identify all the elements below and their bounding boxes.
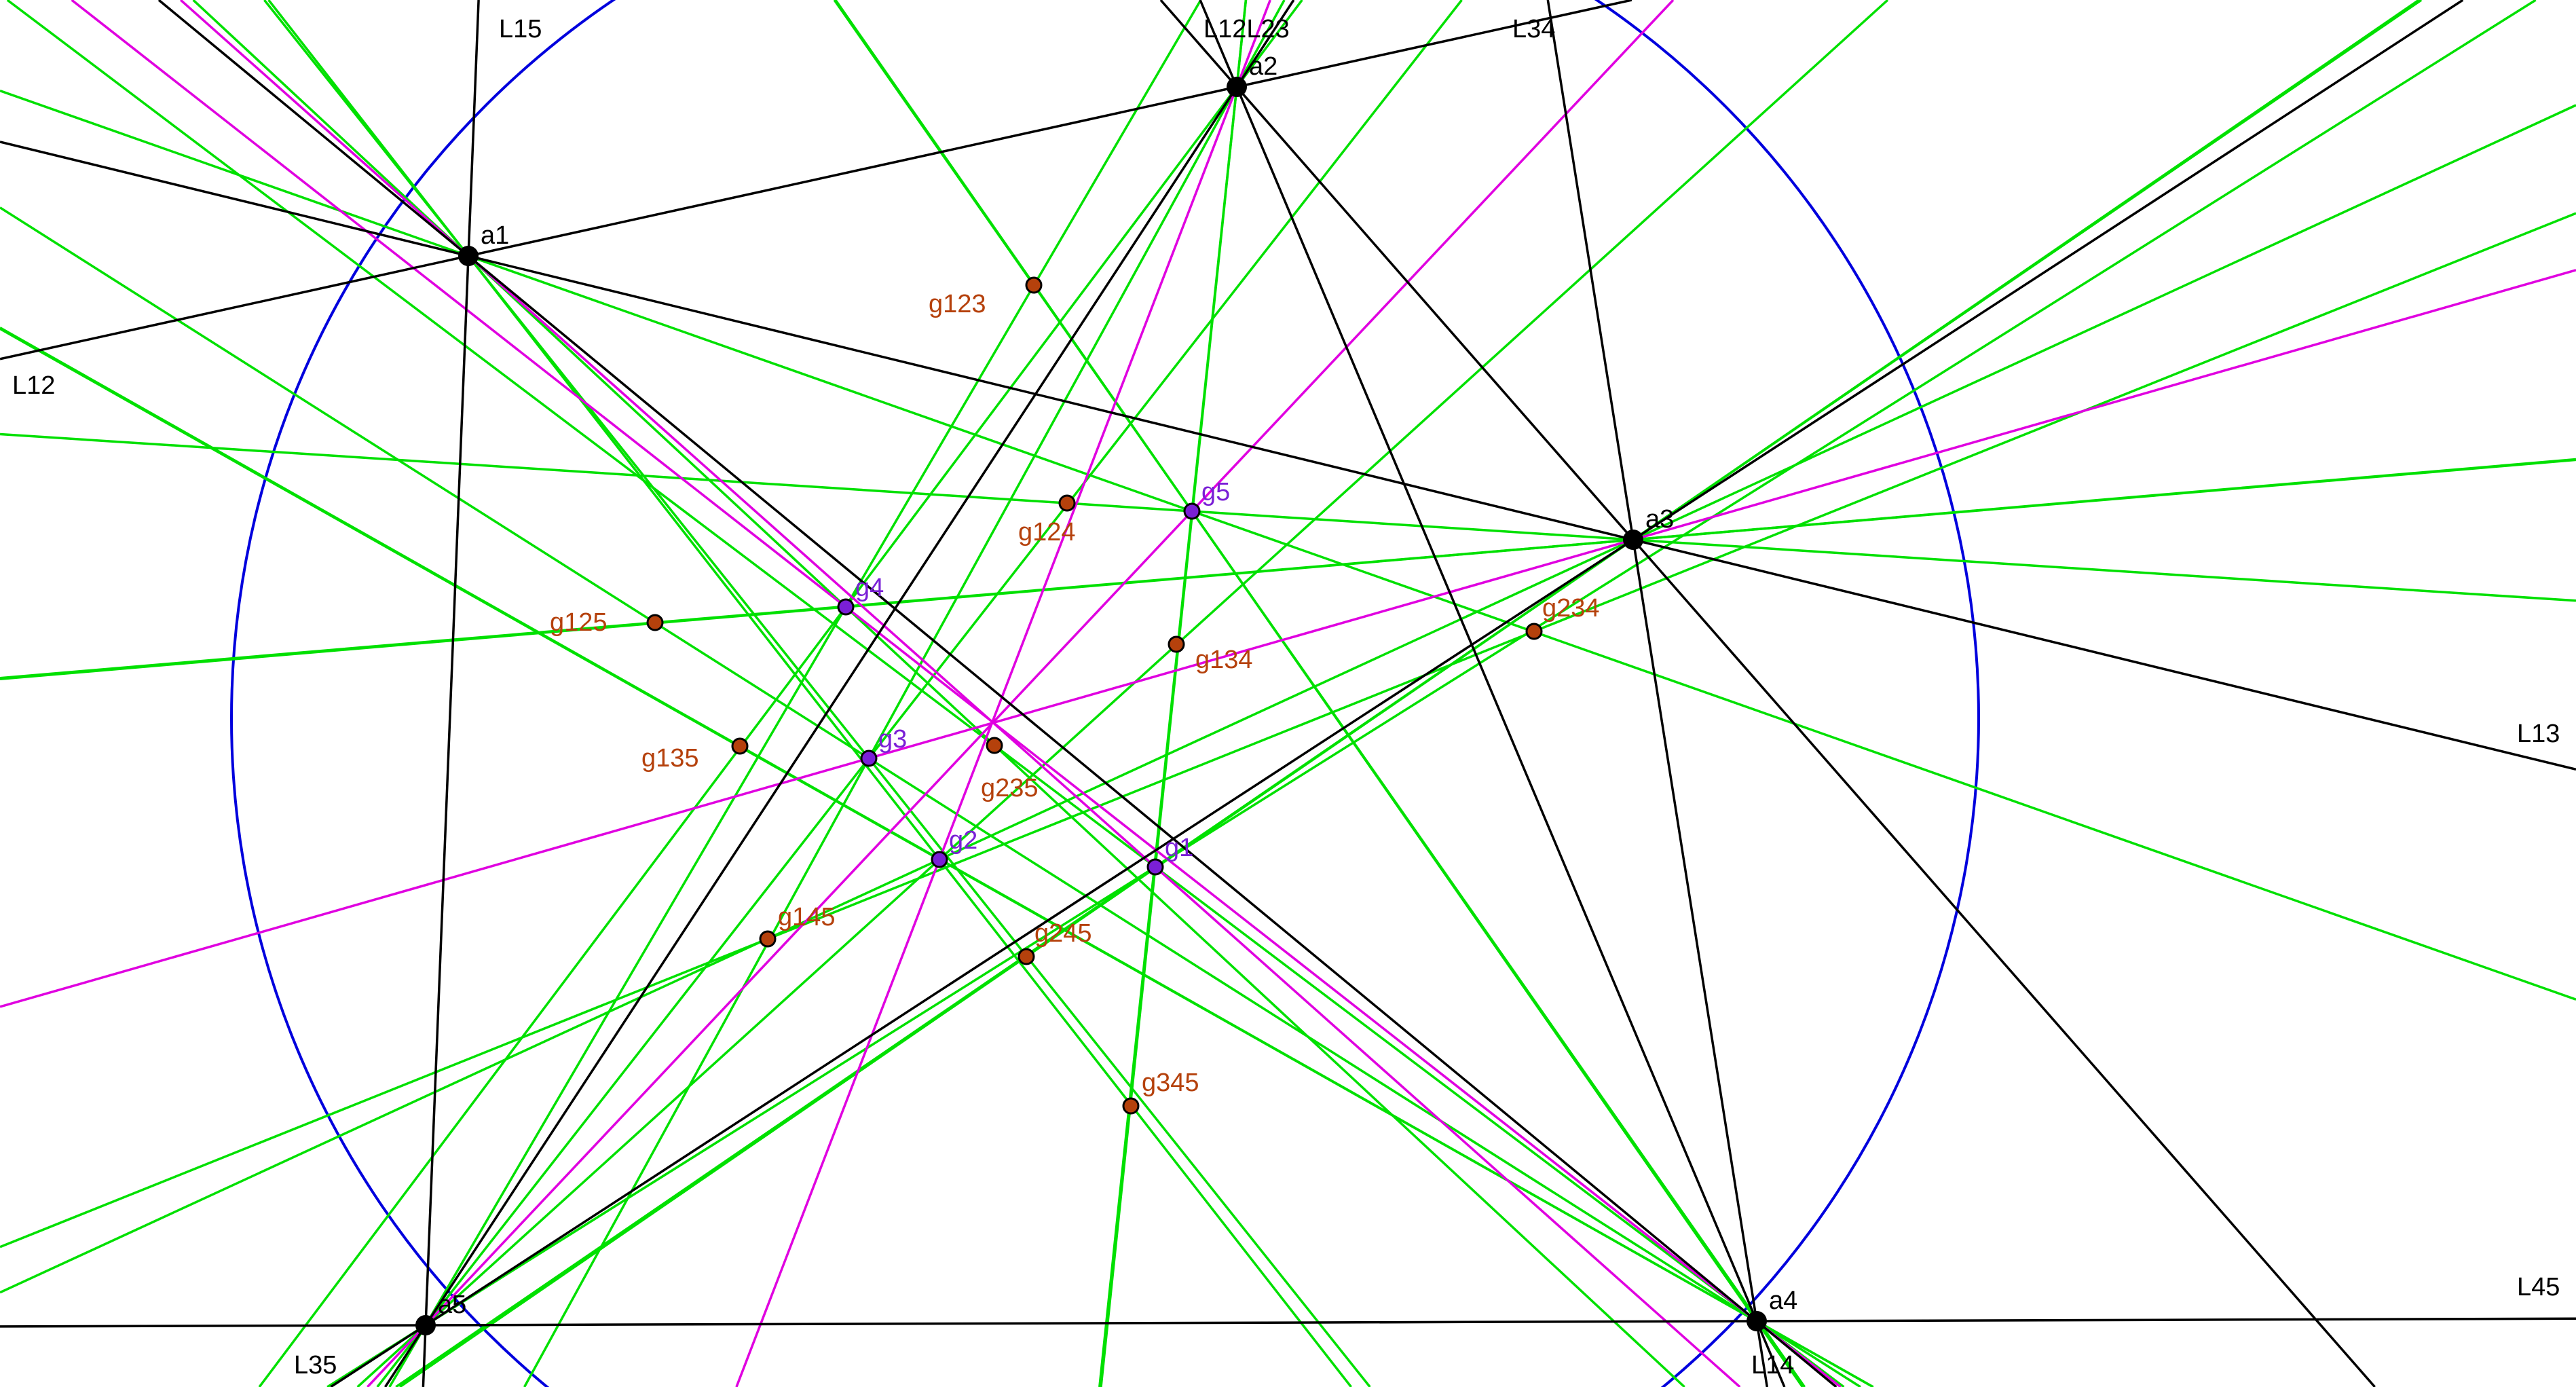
- g-triple-points: g123 g124 g125 g134 g135 g145 g234 g235 g245 g345: [550, 276, 1600, 1115]
- point-g245[interactable]: [1018, 948, 1035, 965]
- green-line-a3-g2: [0, 104, 2576, 1294]
- label-g1: g1: [1165, 834, 1193, 862]
- label-a4: a4: [1769, 1287, 1797, 1315]
- magenta-line-a1-g1: [179, 0, 1741, 1387]
- green-line-a5-g3: [376, 0, 1463, 1387]
- line-label-l12l23: L12L23: [1203, 15, 1290, 43]
- green-line-g234-g145: [0, 212, 2576, 1249]
- point-g134[interactable]: [1168, 635, 1185, 653]
- point-a1[interactable]: [458, 246, 479, 266]
- label-a5: a5: [438, 1291, 466, 1319]
- label-g245: g245: [1034, 919, 1092, 948]
- point-g234[interactable]: [1525, 623, 1543, 640]
- label-g345: g345: [1142, 1069, 1199, 1097]
- label-g4: g4: [855, 574, 884, 602]
- green-line-a5-g2: [356, 0, 1889, 1387]
- label-g123: g123: [929, 290, 986, 318]
- point-g135[interactable]: [731, 737, 749, 755]
- point-g235[interactable]: [986, 737, 1003, 754]
- black-line-a2-a3: [1159, 0, 2376, 1387]
- blue-circle: [230, 0, 1980, 1387]
- black-line-a1-a3: [0, 141, 2576, 771]
- green-line-a2-g5: [1098, 0, 1248, 1387]
- point-g124[interactable]: [1058, 494, 1076, 512]
- point-a2[interactable]: [1227, 77, 1247, 97]
- line-label-l14: L14: [1751, 1351, 1794, 1380]
- black-line-a2-a5: [384, 0, 1295, 1387]
- magenta-line-a5-g5: [367, 0, 1675, 1387]
- green-line-a3-g5: [0, 432, 2576, 602]
- line-labels: L15 L12L23 L34 L12 L13 L45 L35 L14: [12, 15, 2560, 1380]
- label-g135: g135: [641, 744, 699, 773]
- black-line-a1-a5: [422, 0, 480, 1387]
- label-a2: a2: [1249, 52, 1277, 81]
- green-line-g245-a3: [398, 0, 2420, 1387]
- green-line-a5-g4: [388, 0, 1202, 1387]
- green-line-g125-a3: [0, 458, 2576, 680]
- point-a3[interactable]: [1623, 530, 1643, 550]
- black-line-a3-a4: [1546, 0, 1769, 1387]
- point-g4[interactable]: [837, 598, 855, 616]
- green-line-a1-g3: [263, 0, 1371, 1387]
- green-line-g123-g5: [833, 0, 1806, 1387]
- green-line-a4-g3: [0, 206, 1861, 1387]
- green-line-a5-g1: [326, 0, 2537, 1387]
- line-label-l34: L34: [1512, 15, 1555, 43]
- line-label-l45: L45: [2517, 1273, 2560, 1301]
- green-line-a2-g3: [523, 0, 1286, 1387]
- label-g235: g235: [981, 774, 1039, 802]
- line-label-l12: L12: [12, 371, 55, 400]
- point-g2[interactable]: [931, 851, 948, 868]
- point-a4[interactable]: [1747, 1311, 1767, 1331]
- label-g125: g125: [550, 608, 608, 637]
- label-a1: a1: [481, 221, 509, 250]
- label-g124: g124: [1018, 518, 1076, 547]
- magenta-line-a2-g2: [735, 0, 1271, 1387]
- a-points: a1 a2 a3 a4 a5: [415, 52, 1797, 1335]
- line-label-l15: L15: [499, 15, 542, 43]
- label-g5: g5: [1201, 478, 1230, 506]
- point-g125[interactable]: [646, 614, 664, 631]
- line-label-l13: L13: [2517, 720, 2560, 748]
- point-a5[interactable]: [415, 1315, 436, 1335]
- point-g1[interactable]: [1146, 858, 1164, 876]
- point-g3[interactable]: [860, 750, 878, 767]
- black-line-a3-a5: [330, 0, 2464, 1387]
- point-g123[interactable]: [1025, 276, 1043, 294]
- green-line-a4-g1: [6, 0, 1845, 1387]
- label-g134: g134: [1195, 646, 1253, 674]
- label-a3: a3: [1645, 505, 1674, 534]
- label-g234: g234: [1542, 594, 1600, 623]
- label-g145: g145: [778, 903, 836, 931]
- label-g3: g3: [878, 725, 907, 754]
- point-g145[interactable]: [759, 930, 777, 948]
- black-line-a2-a4: [1199, 0, 1786, 1387]
- line-label-l35: L35: [294, 1351, 337, 1380]
- black-line-a1-a4: [157, 0, 1837, 1387]
- point-g5[interactable]: [1183, 502, 1201, 520]
- black-line-a1-a2: [0, 0, 1632, 360]
- point-g345[interactable]: [1122, 1097, 1140, 1115]
- g-single-points: g1 g2 g3 g4 g5: [837, 478, 1230, 876]
- magenta-line-a3-g3: [0, 269, 2576, 1008]
- label-g2: g2: [949, 826, 977, 855]
